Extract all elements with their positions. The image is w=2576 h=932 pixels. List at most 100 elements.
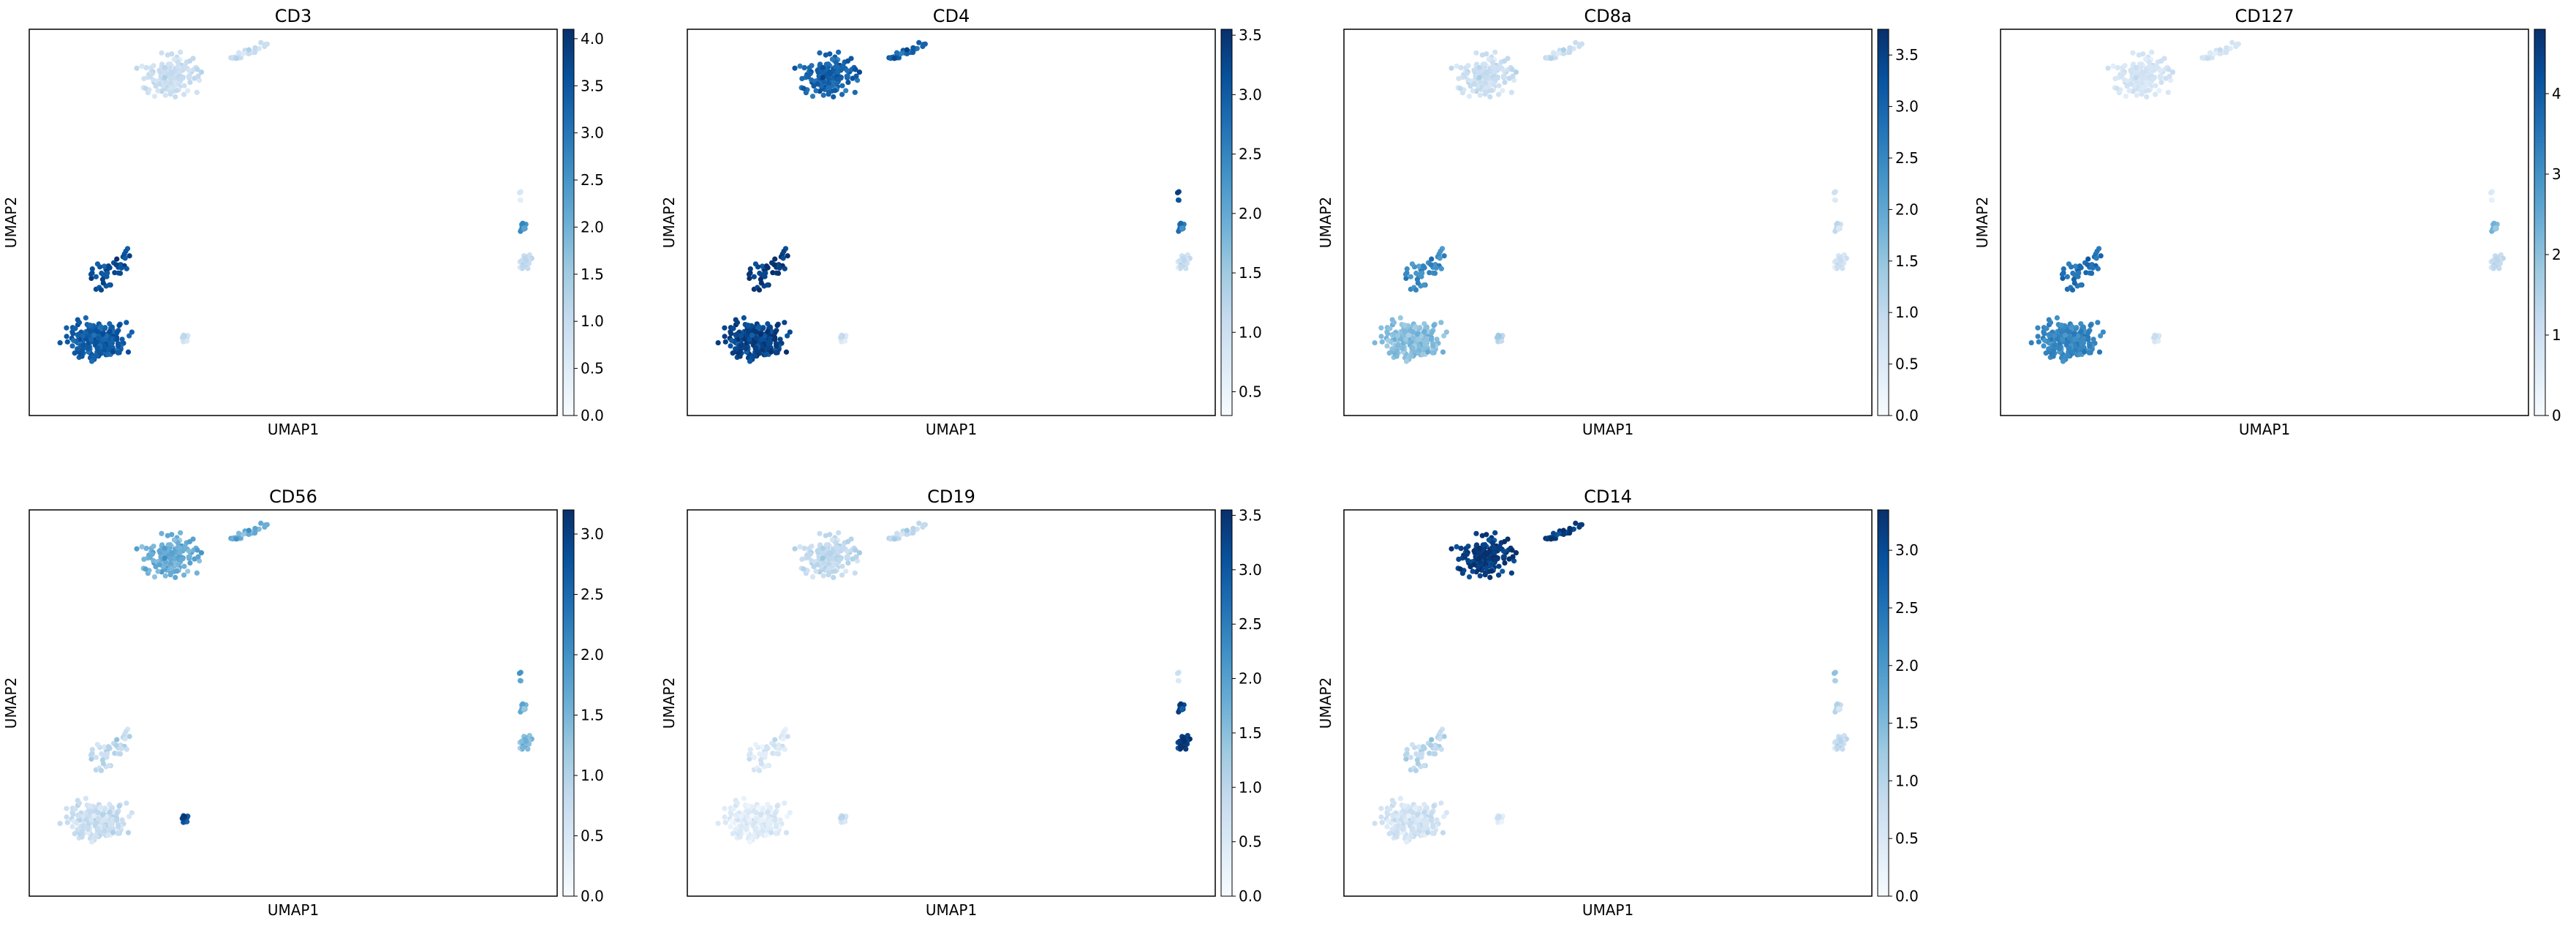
data-point [1391,800,1397,806]
data-point [772,256,778,262]
data-point [820,560,827,565]
data-point [836,530,842,535]
data-point [1394,828,1400,835]
data-point [139,63,145,69]
data-point [521,225,527,231]
data-point [1441,253,1447,259]
data-point [2158,73,2164,79]
data-point [2140,69,2146,75]
data-point [1409,833,1415,840]
data-point [1577,522,1583,528]
data-point [114,811,120,816]
data-point [116,323,122,328]
data-point [64,819,70,825]
data-point [70,818,77,824]
data-point [1560,527,1566,533]
data-point [124,320,129,326]
data-point [1457,566,1463,572]
x-axis-label: UMAP1 [268,901,319,919]
data-point [1448,65,1454,71]
data-point [2157,67,2164,74]
data-point [2098,333,2104,339]
data-point [1429,811,1435,816]
data-point [1456,75,1462,82]
data-point [801,566,807,572]
colorbar-tick-label: 1.0 [581,767,604,784]
data-point [765,809,771,815]
data-point [162,92,168,98]
data-point [1419,833,1425,838]
data-point [820,550,826,556]
data-point [69,824,75,830]
data-point [2060,358,2066,364]
data-point [1487,574,1493,580]
data-point [88,839,95,845]
data-point [728,343,733,349]
data-point [1837,258,1844,263]
data-point [195,554,201,560]
data-point [813,88,819,94]
data-point [87,803,93,809]
data-point [1409,353,1415,359]
data-point [715,820,721,827]
colorbar-tick-label: 3.5 [1895,46,1919,64]
x-axis-label: UMAP1 [268,421,319,438]
colorbar-tick-label: 2.5 [1895,149,1919,167]
data-point [64,814,69,820]
data-point [1379,339,1385,345]
data-point [93,754,99,760]
data-point [76,800,83,806]
data-point [2035,334,2041,339]
data-point [197,558,203,564]
data-point [737,347,744,354]
colorbar-tick-label: 1.0 [1239,778,1262,796]
data-point [785,813,790,819]
data-point [149,551,155,557]
colorbar-tick-label: 3.0 [581,525,604,543]
data-point [835,64,841,70]
data-point [1567,45,1573,50]
colorbar [1877,29,1889,416]
data-point [126,253,132,259]
data-point [752,833,758,840]
data-point [134,65,140,71]
data-point [134,546,140,552]
data-point [72,326,78,331]
data-point [114,737,120,743]
colorbar-tick-label: 2.0 [581,646,604,664]
data-point [1437,255,1443,261]
colorbar-tick-label: 0.5 [1895,830,1919,847]
data-point [159,530,165,536]
data-point [792,65,798,71]
data-point [186,67,192,74]
data-point [165,61,171,67]
data-point [1394,347,1400,354]
data-point [745,329,752,335]
data-point [1394,813,1401,819]
data-point [1501,554,1507,560]
colorbar-tick-label: 2.5 [581,586,604,604]
data-point [1464,551,1470,557]
data-point [1476,69,1482,75]
data-point [1473,530,1479,536]
data-point [1176,258,1182,263]
data-point [1416,347,1422,353]
data-point [2166,67,2172,72]
data-point [173,94,178,99]
data-point [767,805,773,811]
data-point [1441,333,1447,339]
data-point [72,831,78,837]
data-point [1486,537,1492,543]
data-point [186,58,193,64]
data-point [258,520,264,526]
data-point [1509,547,1515,553]
data-point [162,75,167,80]
x-axis-label: UMAP1 [2239,421,2290,438]
data-point [1465,544,1471,549]
data-point [185,568,191,574]
data-point [787,329,793,335]
data-point [1440,349,1446,355]
data-point [728,824,733,830]
data-point [1548,56,1554,61]
data-point [785,333,790,339]
